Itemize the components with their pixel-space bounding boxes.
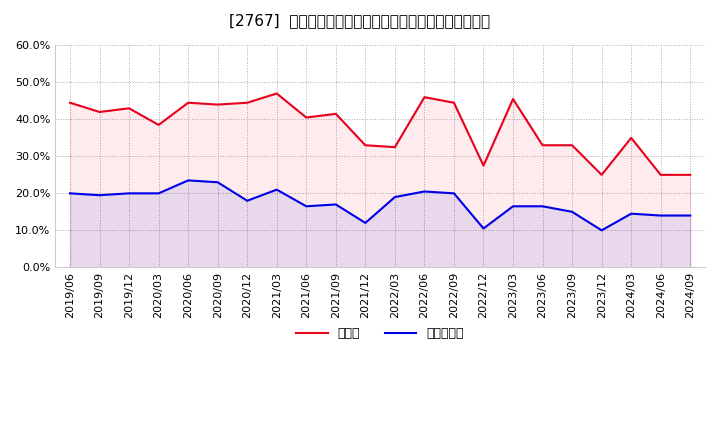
有利子負債 <box>302 204 310 209</box>
現預金 <box>449 100 458 105</box>
現預金 <box>686 172 695 177</box>
現預金 <box>154 122 163 128</box>
有利子負債 <box>243 198 251 203</box>
有利子負債 <box>480 226 488 231</box>
現預金 <box>509 96 518 102</box>
有利子負債 <box>627 211 636 216</box>
有利子負債 <box>420 189 428 194</box>
Line: 有利子負債: 有利子負債 <box>70 180 690 230</box>
有利子負債 <box>686 213 695 218</box>
有利子負債 <box>568 209 577 214</box>
有利子負債 <box>539 204 547 209</box>
現預金 <box>95 109 104 114</box>
現預金 <box>272 91 281 96</box>
Legend: 現預金, 有利子負債: 現預金, 有利子負債 <box>292 323 469 345</box>
Text: [2767]  現預金、有利子負債の総資産に対する比率の推移: [2767] 現預金、有利子負債の総資産に対する比率の推移 <box>230 13 490 28</box>
現預金 <box>480 163 488 168</box>
現預金 <box>420 95 428 100</box>
現預金 <box>390 144 399 150</box>
有利子負債 <box>390 194 399 200</box>
現預金 <box>598 172 606 177</box>
有利子負債 <box>95 193 104 198</box>
有利子負債 <box>598 227 606 233</box>
現預金 <box>184 100 192 105</box>
有利子負債 <box>509 204 518 209</box>
現預金 <box>539 143 547 148</box>
現預金 <box>66 100 74 105</box>
現預金 <box>568 143 577 148</box>
現預金 <box>125 106 133 111</box>
有利子負債 <box>125 191 133 196</box>
現預金 <box>243 100 251 105</box>
有利子負債 <box>184 178 192 183</box>
現預金 <box>627 135 636 140</box>
有利子負債 <box>449 191 458 196</box>
現預金 <box>213 102 222 107</box>
現預金 <box>331 111 340 117</box>
有利子負債 <box>272 187 281 192</box>
現預金 <box>657 172 665 177</box>
現預金 <box>302 115 310 120</box>
有利子負債 <box>213 180 222 185</box>
有利子負債 <box>154 191 163 196</box>
有利子負債 <box>66 191 74 196</box>
有利子負債 <box>361 220 369 226</box>
有利子負債 <box>657 213 665 218</box>
現預金 <box>361 143 369 148</box>
Line: 現預金: 現預金 <box>70 93 690 175</box>
有利子負債 <box>331 202 340 207</box>
